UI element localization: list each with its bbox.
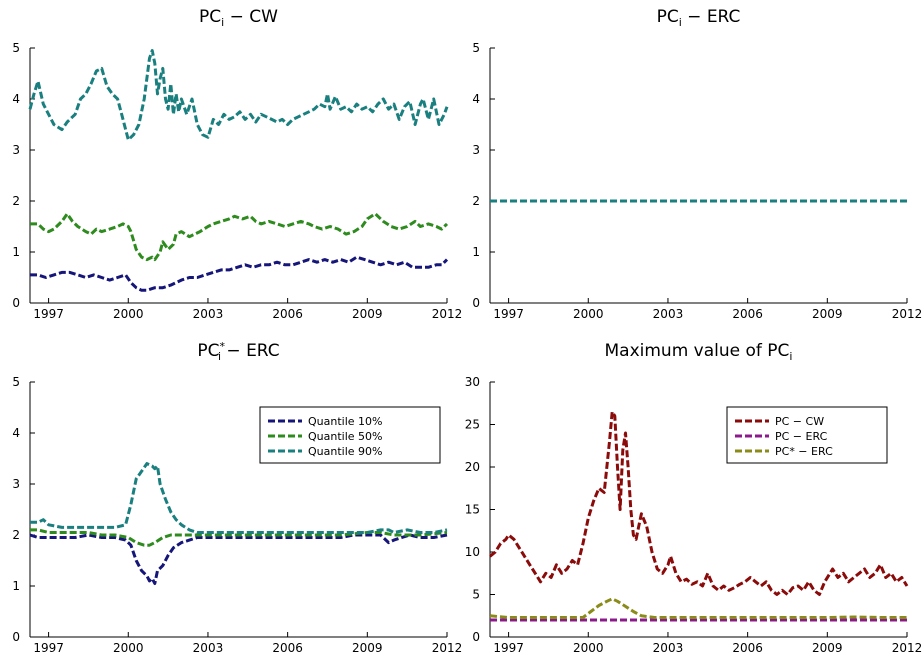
y-tick-label: 1 [12,579,20,593]
x-tick-label: 2012 [432,641,463,655]
x-tick-label: 2009 [352,307,383,321]
y-tick-label: 25 [465,418,480,432]
chart-title-tail: − ERC [221,341,280,361]
x-tick-label: 1997 [33,641,64,655]
y-tick-label: 2 [12,528,20,542]
legend-label: PC − ERC [775,430,828,443]
legend-label: PC* − ERC [775,445,833,458]
y-tick-label: 3 [12,143,20,157]
chart-title-subscript: i [789,350,792,363]
chart-title: Maximum value of PCi [605,341,793,363]
chart-title: PCi − ERC [657,7,741,29]
chart-panel-2: PCi − ERC 0 1 2 3 4 5 1997 2000 2003 2006 2009 2012 [472,7,922,321]
chart-title-superscript: * [219,340,225,353]
chart-title-tail: − ERC [682,7,741,27]
legend-box [259,406,441,464]
y-tick-label: 0 [12,630,20,644]
series-line-3 [30,255,449,292]
x-tick-label: 2006 [272,641,303,655]
y-tick-label: 0 [12,296,20,310]
legend-label: PC − CW [775,415,824,428]
chart-title: PCi − CW [199,7,278,29]
chart-title-subscript: i [221,16,224,29]
y-tick-label: 3 [12,477,20,491]
legend: Quantile 10% Quantile 50% Quantile 90% [259,406,441,464]
y-tick-label: 2 [12,194,20,208]
x-tick-label: 2006 [272,307,303,321]
x-tick-label: 2006 [732,307,763,321]
x-tick-label: 2012 [892,641,923,655]
x-tick-label: 1997 [33,307,64,321]
y-tick-label: 5 [12,375,20,389]
x-tick-label: 2012 [432,307,463,321]
legend-box [726,406,888,464]
series-line-1 [489,410,909,596]
y-tick-label: 4 [12,426,20,440]
series-line-1 [29,533,448,585]
chart-panel-4: Maximum value of PCi 0 5 10 15 20 25 30 1997 2000… [465,341,923,655]
x-tick-label: 2012 [892,307,923,321]
y-tick-label: 0 [472,296,480,310]
x-tick-label: 2003 [193,641,224,655]
chart-title-main: PC [199,7,221,27]
chart-title-tail: − CW [224,7,278,27]
y-tick-label: 3 [472,143,480,157]
x-tick-label: 2000 [573,307,604,321]
y-tick-label: 30 [465,375,480,389]
series-line-2 [30,212,449,262]
x-tick-label: 2009 [812,307,843,321]
y-tick-label: 1 [472,245,480,259]
chart-title-subscript: i [679,16,682,29]
x-tick-label: 2000 [573,641,604,655]
y-tick-label: 5 [12,41,20,55]
series-line-1 [28,49,449,142]
y-tick-label: 5 [472,588,480,602]
y-tick-label: 20 [465,460,480,474]
x-tick-label: 1997 [493,307,524,321]
x-tick-label: 2003 [653,641,684,655]
chart-title-main: PC [197,341,219,361]
chart-panel-3: PC* i − ERC 0 1 2 3 4 5 1997 2000 2003 2006 2009 2012… [12,340,462,655]
legend-label: Quantile 90% [308,445,382,458]
series-line-3 [489,597,907,619]
y-tick-label: 5 [472,41,480,55]
legend-label: Quantile 10% [308,415,382,428]
series-line-3 [30,462,448,534]
legend-label: Quantile 50% [308,430,382,443]
x-tick-label: 2006 [732,641,763,655]
x-tick-label: 2000 [113,641,144,655]
chart-title-main: Maximum value of PC [605,341,790,361]
y-tick-label: 10 [465,545,480,559]
chart-title-subscript: i [218,350,221,363]
x-tick-label: 2003 [193,307,224,321]
x-tick-label: 2009 [352,641,383,655]
chart-title-main: PC [657,7,679,27]
x-tick-label: 2003 [653,307,684,321]
y-tick-label: 15 [465,503,480,517]
x-tick-label: 1997 [493,641,524,655]
y-tick-label: 4 [472,92,480,106]
legend: PC − CW PC − ERC PC* − ERC [726,406,888,464]
chart-title: PC* i − ERC [197,340,279,363]
y-tick-label: 2 [472,194,480,208]
y-tick-label: 1 [12,245,20,259]
y-tick-label: 4 [12,92,20,106]
x-tick-label: 2000 [113,307,144,321]
y-tick-label: 0 [472,630,480,644]
x-tick-label: 2009 [812,641,843,655]
chart-panel-1: PCi − CW 0 1 2 3 4 5 1997 2000 2003 2006 2009 2012 [12,7,462,321]
